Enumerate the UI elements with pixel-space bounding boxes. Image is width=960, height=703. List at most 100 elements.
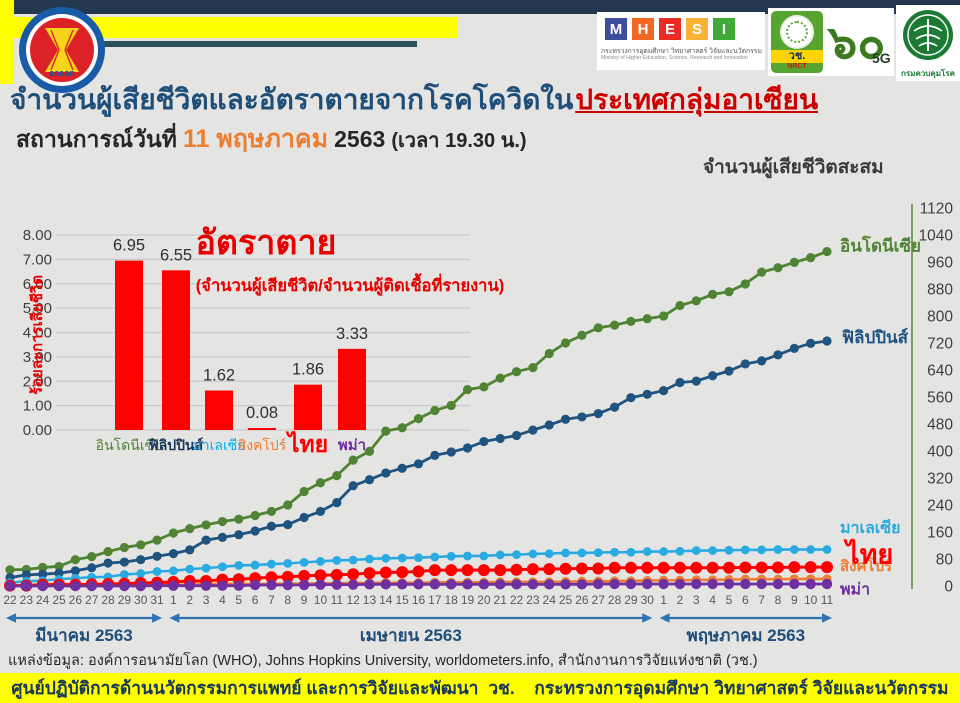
data-point — [593, 576, 603, 586]
data-point — [642, 576, 652, 586]
data-point — [723, 578, 735, 590]
y-tick-label: 400 — [927, 444, 953, 461]
data-point — [37, 580, 48, 592]
data-point — [560, 579, 571, 590]
data-point — [788, 561, 801, 574]
data-point — [183, 574, 196, 587]
data-point — [560, 577, 571, 587]
data-point — [511, 579, 522, 590]
bar-value-label: 3.33 — [336, 325, 368, 343]
data-point — [283, 500, 293, 510]
data-point — [544, 579, 555, 590]
x-date-label: 27 — [592, 593, 606, 607]
data-point — [298, 569, 311, 582]
data-point — [609, 576, 620, 586]
data-point — [446, 577, 456, 587]
month-arrow-head-right — [152, 613, 163, 623]
data-point — [397, 463, 407, 473]
x-date-label: 30 — [641, 593, 655, 607]
x-date-label: 31 — [150, 593, 164, 607]
data-point — [659, 575, 669, 585]
data-point — [479, 551, 489, 561]
data-point — [789, 578, 800, 590]
data-point — [477, 564, 490, 577]
data-point — [413, 414, 424, 424]
data-point — [70, 580, 80, 590]
data-point — [381, 578, 391, 588]
data-point — [691, 296, 701, 306]
data-point — [560, 414, 571, 424]
data-point — [512, 550, 521, 560]
x-date-label: 1 — [660, 593, 667, 607]
situation-year: 2563 — [334, 126, 386, 152]
data-point — [151, 580, 163, 591]
data-point — [283, 519, 293, 530]
bar-1 — [162, 270, 190, 430]
data-point — [53, 580, 65, 592]
data-point — [232, 573, 245, 586]
x-date-label: 3 — [693, 593, 700, 607]
data-point — [773, 574, 783, 584]
data-point — [495, 579, 506, 590]
x-date-label: 21 — [494, 593, 508, 607]
data-point — [184, 580, 195, 591]
data-point — [87, 563, 97, 573]
data-point — [21, 570, 31, 580]
data-point — [167, 575, 180, 588]
x-date-label: 24 — [36, 593, 50, 607]
y-tick-label: 720 — [927, 336, 953, 353]
bar-value-label: 1.86 — [292, 361, 324, 379]
death-rate-bar-chart: 0.00 1.00 2.00 3.00 4.00 5.00 6.00 7.00 8.00 6.95… — [23, 224, 504, 457]
series-end-label: ไทย — [843, 539, 893, 570]
data-point — [331, 579, 342, 590]
series-4 — [4, 561, 833, 592]
bar-ytick-label: 6.00 — [23, 276, 52, 293]
data-point — [608, 561, 621, 574]
y-tick-label: 560 — [927, 390, 953, 407]
data-point — [593, 578, 604, 590]
data-point — [136, 569, 146, 578]
data-point — [152, 551, 162, 561]
x-date-label: 4 — [219, 593, 226, 607]
data-point — [314, 569, 327, 582]
x-date-label: 13 — [363, 593, 377, 607]
data-point — [136, 555, 146, 565]
x-date-label: 10 — [314, 593, 328, 607]
data-point — [593, 323, 603, 333]
left-yellow-block — [0, 0, 14, 84]
data-point — [364, 579, 375, 590]
y-tick-label: 0 — [944, 579, 953, 596]
x-date-label: 17 — [428, 593, 442, 607]
data-point — [740, 578, 751, 590]
data-point — [413, 459, 424, 469]
data-point — [216, 573, 229, 586]
data-point — [526, 563, 539, 576]
data-point — [233, 580, 244, 591]
data-point — [200, 574, 213, 587]
nrct-seal-detail — [786, 21, 808, 43]
data-point — [413, 579, 424, 590]
data-point — [283, 579, 293, 589]
data-point — [609, 578, 620, 590]
series-end-label: พม่า — [840, 582, 870, 599]
data-point — [20, 579, 33, 592]
data-point — [103, 580, 113, 590]
data-point — [201, 579, 211, 589]
bar-0 — [115, 260, 143, 430]
bar-ytick-label: 2.00 — [23, 373, 52, 390]
data-point — [201, 520, 211, 530]
data-point — [152, 567, 162, 576]
data-point — [267, 559, 276, 569]
data-point — [185, 564, 195, 574]
month-arrow-head-left — [169, 613, 180, 623]
data-point — [822, 336, 832, 346]
x-date-label: 29 — [624, 593, 638, 607]
data-point — [707, 578, 718, 590]
data-point — [463, 551, 472, 561]
data-point — [690, 561, 703, 574]
data-point — [217, 579, 228, 589]
data-point — [365, 554, 374, 564]
data-point — [674, 578, 686, 590]
data-point — [103, 558, 113, 568]
x-date-label: 25 — [559, 593, 573, 607]
